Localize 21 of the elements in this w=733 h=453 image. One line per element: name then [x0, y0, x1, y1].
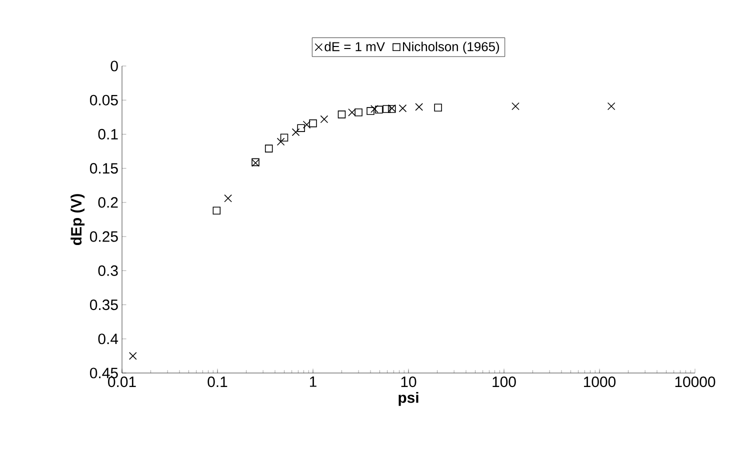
x-tick-label: 1	[310, 376, 316, 387]
y-tick-label: 0	[110, 60, 118, 72]
y-tick-label: 0.25	[90, 231, 118, 242]
x-tick-label: 1000	[584, 376, 616, 388]
y-tick-label: 0.1	[98, 128, 118, 140]
y-tick-label: 0.4	[98, 334, 118, 344]
x-tick-label: 0.01	[108, 376, 136, 388]
x-tick-label: 0.1	[208, 376, 228, 388]
y-tick-label: 0.35	[90, 299, 118, 310]
x-tick-label: 10000	[675, 376, 716, 388]
y-tick-label: 0.2	[98, 197, 118, 208]
y-tick-label: 0.45	[90, 368, 118, 378]
y-tick-label: 0.05	[90, 94, 118, 106]
y-axis-title: dEp (V)	[70, 194, 85, 246]
legend-label: Nicholson (1965)	[403, 42, 500, 54]
x-tick-label: 100	[492, 376, 516, 388]
x-tick-label: 10	[401, 376, 416, 388]
y-tick-label: 0.3	[98, 265, 118, 276]
legend-label: dE = 1 mV	[324, 42, 385, 52]
x-axis-title: psi	[398, 392, 418, 406]
y-tick-label: 0.15	[90, 163, 118, 174]
